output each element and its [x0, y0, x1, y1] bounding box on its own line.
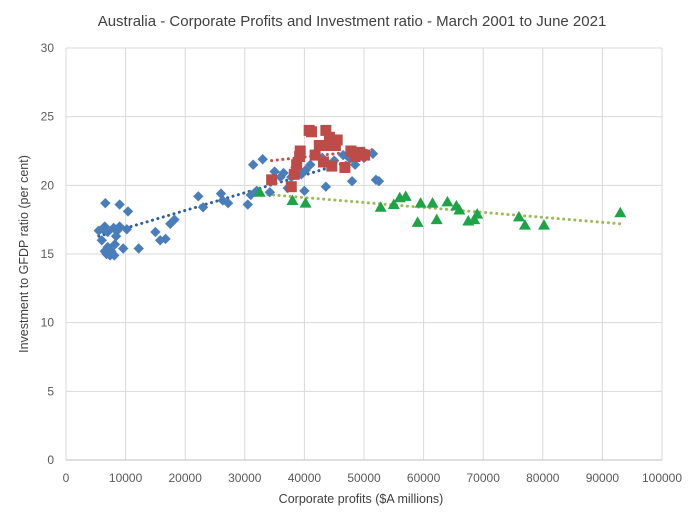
data-point-diamond: [346, 176, 358, 187]
x-tick-label: 20000: [169, 471, 203, 485]
data-point-square: [331, 134, 343, 146]
data-point-diamond: [222, 197, 234, 209]
data-point-diamond: [242, 199, 253, 210]
data-point-diamond: [367, 148, 379, 159]
data-point-triangle: [411, 216, 424, 227]
data-point-triangle: [374, 201, 387, 212]
data-point-diamond: [114, 199, 125, 210]
data-point-triangle: [441, 195, 454, 207]
y-tick-label: 15: [41, 247, 55, 261]
data-point-square: [285, 181, 297, 193]
data-point-triangle: [387, 198, 400, 210]
data-point-triangle: [399, 190, 412, 201]
data-point-square: [339, 161, 351, 173]
data-point-square: [294, 145, 306, 157]
x-tick-label: 50000: [347, 471, 381, 485]
data-point-square: [326, 160, 338, 172]
x-tick-label: 90000: [586, 471, 620, 485]
data-point-diamond: [349, 159, 361, 170]
y-tick-label: 5: [47, 384, 54, 398]
data-point-square: [266, 174, 278, 186]
data-point-triangle: [414, 197, 427, 208]
data-point-diamond: [247, 159, 259, 170]
data-point-diamond: [102, 241, 113, 253]
data-point-square: [291, 159, 303, 171]
data-point-diamond: [121, 224, 132, 235]
data-point-triangle: [471, 208, 484, 219]
y-axis-label: Investment to GFDP ratio (per cent): [17, 155, 31, 353]
data-point-square: [321, 140, 333, 152]
data-point-square: [359, 149, 371, 161]
data-point-triangle: [253, 186, 266, 197]
data-point-diamond: [109, 239, 121, 250]
data-point-triangle: [512, 210, 525, 222]
data-point-diamond: [197, 202, 209, 213]
data-point-diamond: [106, 246, 117, 257]
data-point-diamond: [169, 214, 180, 225]
data-point-diamond: [110, 230, 122, 242]
x-tick-label: 80000: [526, 471, 560, 485]
data-point-diamond: [264, 187, 276, 198]
axes: 0 5 10 15 20 25 30 0 10000 20000 30000 40000 50000 60…: [41, 41, 683, 485]
data-point-triangle: [537, 219, 550, 230]
data-point-diamond: [299, 185, 310, 197]
y-tick-label: 20: [41, 178, 55, 192]
y-tick-label: 10: [41, 316, 55, 330]
y-tick-label: 25: [41, 110, 55, 124]
data-point-square: [309, 149, 321, 161]
data-point-square: [323, 131, 335, 143]
x-axis-label: Corporate profits ($A millions): [279, 492, 444, 506]
data-point-diamond: [122, 206, 134, 217]
data-point-square: [306, 126, 318, 138]
data-point-diamond: [373, 176, 385, 187]
data-point-diamond: [154, 235, 166, 246]
data-point-triangle: [614, 206, 627, 218]
data-point-diamond: [150, 226, 161, 238]
data-point-triangle: [453, 204, 466, 215]
data-point-square: [288, 168, 300, 180]
y-tick-label: 0: [47, 453, 54, 467]
data-point-triangle: [299, 197, 312, 208]
data-point-diamond: [109, 250, 120, 261]
data-point-diamond: [160, 233, 171, 245]
data-point-diamond: [96, 235, 107, 246]
data-point-square: [317, 156, 329, 168]
data-point-triangle: [426, 197, 439, 208]
data-point-diamond: [278, 167, 289, 179]
chart-title: Australia - Corporate Profits and Invest…: [98, 13, 607, 30]
grid: [65, 47, 663, 461]
y-tick-label: 30: [41, 41, 55, 55]
x-tick-label: 70000: [467, 471, 501, 485]
data-point-triangle: [468, 213, 481, 225]
data-point-diamond: [269, 166, 280, 177]
trendline-triangle: [255, 192, 622, 226]
data-point-square: [320, 124, 332, 136]
data-point-diamond: [305, 159, 316, 170]
data-point-diamond: [320, 181, 332, 192]
x-tick-label: 100000: [642, 471, 682, 485]
x-tick-label: 30000: [228, 471, 262, 485]
data-point-diamond: [257, 154, 268, 165]
data-point-diamond: [118, 243, 129, 254]
data-point-diamond: [100, 197, 111, 209]
data-point-diamond: [193, 191, 204, 202]
data-point-triangle: [286, 194, 299, 205]
data-point-triangle: [518, 219, 531, 230]
data-point-diamond: [133, 243, 144, 254]
x-tick-label: 10000: [109, 471, 143, 485]
x-tick-label: 60000: [407, 471, 441, 485]
x-tick-label: 40000: [288, 471, 322, 485]
data-point-square: [313, 140, 325, 152]
data-points: [93, 124, 627, 261]
x-tick-label: 0: [63, 471, 70, 485]
data-point-triangle: [430, 213, 443, 225]
